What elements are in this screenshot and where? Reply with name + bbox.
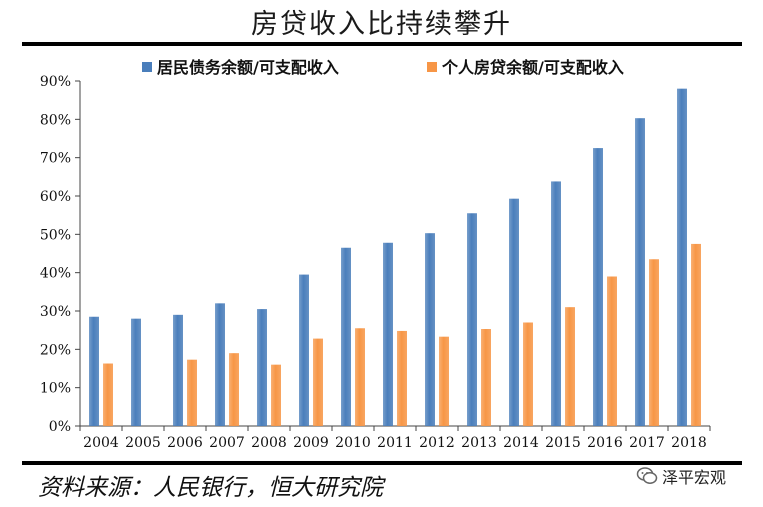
y-tick-label: 60% [40,189,71,205]
y-tick-label: 30% [40,304,71,320]
x-tick-label: 2016 [587,435,623,451]
bar-series2-2011 [397,330,407,426]
y-tick-label: 70% [40,151,71,167]
bar-series1-2005 [131,318,141,426]
bar-series2-2009 [313,338,323,426]
x-tick-label: 2005 [125,435,161,451]
bar-series1-2016 [593,148,603,427]
legend-swatch-1 [142,62,152,72]
bar-series2-2012 [439,336,449,426]
bar-series2-2008 [271,364,281,426]
bar-series1-2013 [467,213,477,426]
bar-series2-2015 [565,307,575,426]
bar-series1-2011 [383,242,393,426]
bar-series1-2006 [173,314,183,426]
x-tick-label: 2013 [461,435,497,451]
x-tick-label: 2018 [671,435,707,451]
x-tick-label: 2006 [167,435,203,451]
bar-series1-2012 [425,233,435,426]
legend-label-2: 个人房贷余额/可支配收入 [441,58,624,77]
x-tick-label: 2014 [503,435,539,451]
x-tick-label: 2008 [251,435,287,451]
x-tick-label: 2007 [209,435,245,451]
y-tick-label: 20% [40,342,71,358]
y-tick-label: 80% [40,112,71,128]
bar-series1-2014 [509,198,519,426]
bar-series2-2007 [229,353,239,426]
bar-series1-2004 [89,316,99,426]
bar-series2-2006 [187,359,197,426]
tick-labels: 0% 10% 20% 30% 40% 50% 60% 70% 80% 90% 2004 2005 200… [40,74,707,451]
bar-series1-2010 [341,247,351,426]
x-tick-label: 2015 [545,435,581,451]
legend: 居民债务余额/可支配收入 个人房贷余额/可支配收入 [142,58,624,77]
bottom-rule [22,461,742,465]
bar-series2-2004 [103,363,113,426]
legend-label-1: 居民债务余额/可支配收入 [157,58,339,77]
bar-series2-2016 [607,276,617,426]
bar-series1-2015 [551,181,561,426]
y-tick-label: 10% [40,381,71,397]
x-tick-label: 2011 [377,435,413,451]
bars [89,88,701,427]
bar-series1-2009 [299,274,309,426]
x-tick-label: 2004 [83,435,119,451]
x-tick-label: 2009 [293,435,329,451]
legend-swatch-2 [427,62,437,72]
bar-series1-2018 [677,88,687,427]
watermark-text: 泽平宏观 [662,468,727,487]
watermark: 泽平宏观 [636,461,746,491]
y-tick-label: 40% [40,266,71,282]
bar-series2-2010 [355,328,365,426]
y-tick-label: 0% [49,419,71,435]
bar-series2-2013 [481,329,491,426]
bar-series2-2017 [649,259,659,426]
bar-series2-2014 [523,322,533,426]
bar-series1-2008 [257,309,267,426]
chart-title: 房贷收入比持续攀升 [251,9,512,40]
axes [75,80,711,431]
x-tick-label: 2012 [419,435,455,451]
bar-series1-2017 [635,118,645,426]
y-tick-label: 90% [40,74,71,90]
source-note: 资料来源：人民银行，恒大研究院 [38,475,383,501]
bar-series1-2007 [215,303,225,426]
y-tick-label: 50% [40,227,71,243]
bar-series2-2018 [691,243,701,426]
x-tick-label: 2017 [629,435,665,451]
wechat-icon [636,467,658,484]
x-tick-label: 2010 [335,435,371,451]
top-rule [22,42,742,46]
